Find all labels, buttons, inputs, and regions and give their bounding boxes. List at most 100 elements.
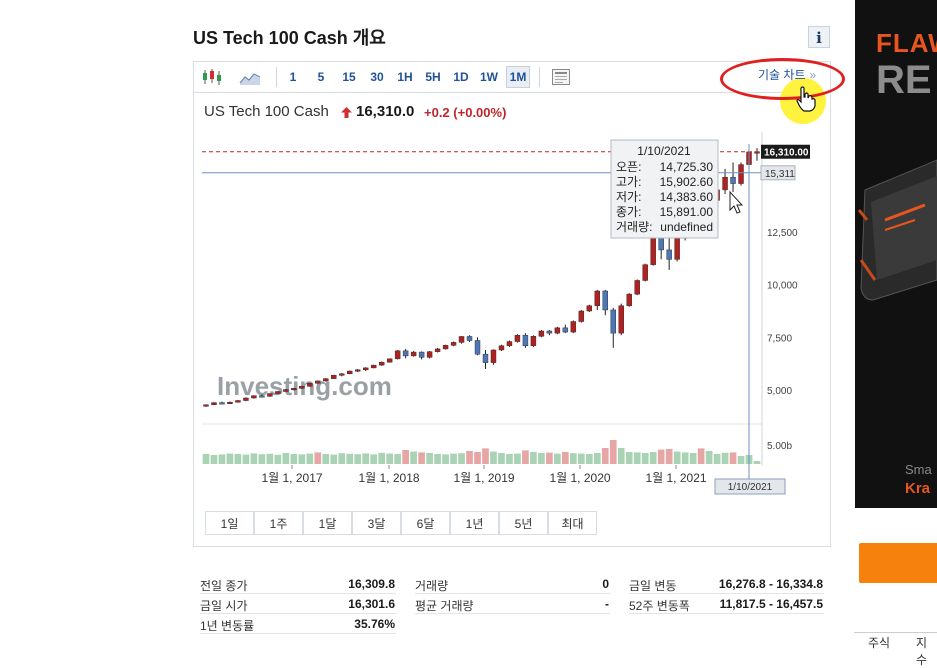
interval-1h[interactable]: 1H <box>397 70 413 84</box>
volume-bar <box>410 451 417 464</box>
interval-5h[interactable]: 5H <box>425 70 441 84</box>
volume-bar <box>577 453 585 464</box>
tooltip-label: 고가: <box>616 175 641 189</box>
range-3m[interactable]: 3달 <box>352 511 401 535</box>
stat-label: 거래량 <box>415 579 449 593</box>
range-1m[interactable]: 1달 <box>303 511 352 535</box>
chart-settings-icon[interactable] <box>550 62 572 92</box>
range-1y[interactable]: 1년 <box>450 511 499 535</box>
ad-subtext: Sma <box>905 462 932 477</box>
candle <box>307 383 313 387</box>
candle <box>339 373 345 376</box>
volume-bar <box>538 453 545 464</box>
volume-bar <box>482 448 489 464</box>
tooltip-value: 14,383.60 <box>660 190 714 204</box>
candle <box>594 290 601 306</box>
volume-bar <box>370 454 378 464</box>
orange-cta-button[interactable] <box>859 543 937 583</box>
volume-bar <box>250 453 258 464</box>
x-tick-label: 1월 1, 2020 <box>549 471 610 485</box>
row-divider <box>200 633 396 634</box>
candle <box>626 293 632 306</box>
candle <box>642 264 648 281</box>
interval-1w[interactable]: 1W <box>480 70 498 84</box>
change-value: +0.2 <box>424 105 450 120</box>
y-tick-label: 7,500 <box>767 333 792 344</box>
tooltip-value: undefined <box>660 220 713 234</box>
tooltip-value: 15,902.60 <box>660 175 714 189</box>
x-axis: 1월 1, 2017 1월 1, 2018 1월 1, 2019 1월 1, 2020… <box>261 465 707 485</box>
stat-value: 0 <box>602 577 609 591</box>
page-title: US Tech 100 Cash 개요 <box>193 28 386 48</box>
volume-bar <box>466 451 473 464</box>
volume-area <box>202 440 761 464</box>
candle <box>602 290 609 311</box>
side-tabs: 주식 지수 <box>854 632 937 667</box>
row-divider <box>415 613 610 614</box>
volume-bar <box>338 453 346 464</box>
tooltip-label: 종가: <box>616 205 641 219</box>
tab-stocks[interactable]: 주식 <box>868 636 891 650</box>
candle <box>394 350 401 360</box>
ad-brand: Kra <box>905 480 931 497</box>
candlestick-type-icon[interactable] <box>200 62 224 92</box>
crosshair-date-badge <box>714 478 786 495</box>
candle <box>267 393 273 397</box>
volume-bar <box>314 452 322 464</box>
tooltip-value: 15,891.00 <box>660 205 714 219</box>
tooltip-box <box>610 139 719 239</box>
volume-bar <box>346 453 354 464</box>
volume-bar <box>729 452 737 464</box>
volume-bar <box>665 449 673 464</box>
tooltip-date: 1/10/2021 <box>637 144 691 158</box>
candle <box>674 238 680 260</box>
volume-bar <box>649 452 657 464</box>
price-chart[interactable]: Investing.com 12,50010,0007,5005,0005.00… <box>194 92 830 500</box>
candle <box>347 370 353 375</box>
area-type-icon[interactable] <box>238 62 262 92</box>
candle <box>362 367 369 371</box>
hand-pointer-icon <box>796 86 816 112</box>
interval-5[interactable]: 5 <box>317 70 325 84</box>
interval-15[interactable]: 15 <box>342 70 356 84</box>
candle <box>203 404 209 407</box>
volume-bar <box>593 453 601 464</box>
stat-label: 1년 변동률 <box>200 619 255 633</box>
interval-1[interactable]: 1 <box>289 70 297 84</box>
volume-bar <box>394 454 402 464</box>
stat-value: 16,276.8 - 16,334.8 <box>718 577 823 591</box>
volume-bar <box>202 454 210 464</box>
volume-bar <box>546 452 553 464</box>
advertisement-banner[interactable]: FLAW RE Sma Kra <box>855 0 937 508</box>
range-1w[interactable]: 1주 <box>254 511 303 535</box>
info-button[interactable]: i <box>808 26 830 48</box>
stat-label: 금일 변동 <box>629 579 677 593</box>
symbol-name: US Tech 100 Cash <box>204 103 329 120</box>
candle <box>490 349 497 363</box>
interval-1d[interactable]: 1D <box>453 70 469 84</box>
candle <box>259 395 265 398</box>
volume-bar <box>378 452 386 464</box>
volume-bar <box>490 451 497 464</box>
volume-bar <box>569 453 577 464</box>
interval-30[interactable]: 30 <box>370 70 384 84</box>
volume-bar <box>402 450 409 464</box>
tab-indices[interactable]: 지수 <box>916 636 928 667</box>
candle <box>466 336 473 341</box>
range-1d[interactable]: 1일 <box>205 511 254 535</box>
volume-bar <box>641 453 649 464</box>
stat-label: 52주 변동폭 <box>629 599 690 613</box>
range-5y[interactable]: 5년 <box>499 511 548 535</box>
range-max[interactable]: 최대 <box>548 511 597 535</box>
candle <box>650 235 656 265</box>
volume-bar <box>426 453 433 464</box>
row-divider <box>629 613 824 614</box>
volume-bar <box>713 454 721 464</box>
candle <box>554 327 561 334</box>
candle <box>219 402 225 405</box>
volume-bar <box>514 453 521 464</box>
volume-bar <box>737 456 745 464</box>
interval-1m[interactable]: 1M <box>509 70 527 84</box>
volume-bar <box>689 453 697 464</box>
range-6m[interactable]: 6달 <box>401 511 450 535</box>
